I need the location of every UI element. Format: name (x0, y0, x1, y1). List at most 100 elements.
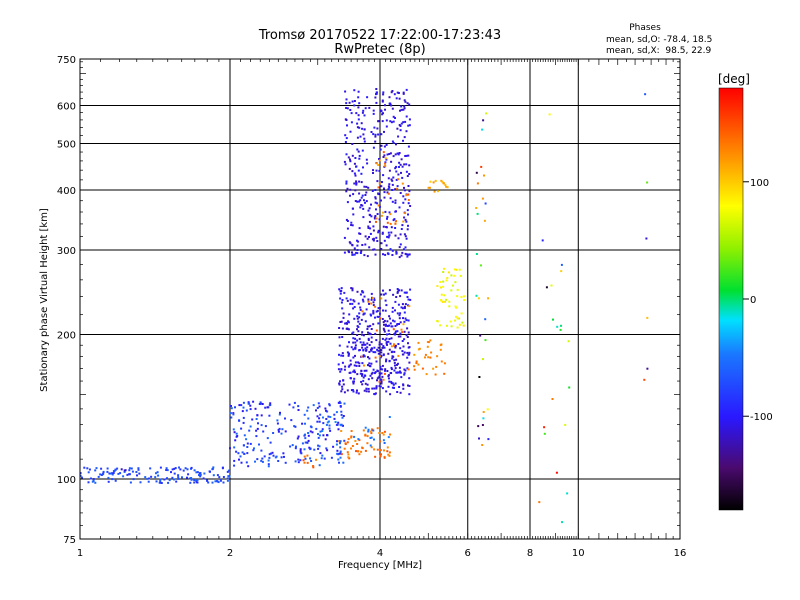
data-point (338, 288, 341, 291)
data-point (374, 316, 376, 319)
data-point (445, 279, 448, 282)
data-point (375, 387, 378, 390)
data-point (364, 107, 367, 110)
data-point (396, 323, 399, 325)
data-point (432, 367, 435, 370)
data-point (196, 471, 199, 474)
data-point (378, 316, 381, 318)
data-point (381, 375, 384, 378)
data-point (387, 385, 390, 388)
data-point (375, 329, 378, 332)
data-point (405, 163, 408, 166)
data-point (397, 303, 400, 306)
data-point (386, 370, 389, 372)
data-point (365, 349, 368, 351)
data-point (378, 182, 381, 185)
data-point (319, 430, 322, 433)
data-point (402, 248, 405, 251)
data-point (361, 373, 364, 376)
data-point (408, 164, 411, 167)
data-point (394, 382, 397, 385)
data-point (445, 298, 448, 301)
data-point (406, 356, 409, 359)
data-point (560, 324, 562, 327)
data-point (351, 170, 354, 173)
data-point (353, 435, 356, 438)
data-point (397, 335, 400, 338)
data-point (390, 104, 393, 107)
data-point (475, 294, 478, 297)
data-point (148, 477, 150, 480)
data-point (303, 461, 306, 464)
data-point (111, 478, 114, 481)
data-point (391, 310, 394, 313)
data-point (392, 115, 395, 118)
data-point (402, 108, 405, 111)
data-point (363, 254, 366, 257)
data-point (383, 430, 386, 433)
data-point (349, 194, 351, 197)
data-point (371, 377, 374, 380)
data-point (407, 304, 410, 307)
data-point (404, 100, 407, 103)
data-point (390, 337, 393, 340)
data-point (400, 105, 403, 108)
data-point (379, 312, 381, 315)
data-point (232, 413, 235, 416)
data-point (437, 190, 439, 193)
data-point (359, 252, 362, 254)
data-point (373, 372, 376, 375)
data-point (401, 353, 404, 356)
data-point (394, 330, 397, 333)
data-point (360, 196, 363, 199)
data-point (341, 307, 344, 310)
data-point (385, 143, 388, 146)
data-point (477, 425, 480, 428)
data-point (451, 284, 454, 287)
data-point (401, 303, 404, 306)
data-point (475, 171, 478, 174)
data-point (344, 322, 347, 325)
data-point (369, 444, 372, 447)
data-point (346, 351, 349, 354)
data-point (401, 340, 404, 342)
data-point (399, 371, 402, 374)
data-point (363, 389, 366, 392)
data-point (373, 299, 376, 301)
data-point (445, 185, 448, 188)
data-point (377, 204, 380, 207)
data-point (390, 121, 393, 124)
data-point (352, 370, 355, 373)
data-point (256, 414, 259, 417)
data-point (388, 211, 391, 214)
data-point (227, 469, 230, 472)
data-point (339, 292, 342, 295)
data-point (382, 211, 385, 214)
data-point (358, 232, 361, 235)
data-point (388, 324, 390, 327)
data-point (380, 372, 383, 375)
data-point (337, 421, 340, 424)
data-point (372, 312, 375, 315)
data-point (448, 300, 451, 303)
data-point (392, 383, 395, 386)
data-point (397, 92, 400, 94)
data-point (319, 413, 322, 416)
data-point (378, 158, 380, 160)
data-point (399, 335, 402, 338)
data-point (353, 364, 356, 367)
data-point (296, 437, 299, 440)
data-point (226, 479, 229, 482)
data-point (343, 447, 346, 450)
data-point (338, 382, 341, 385)
data-point (400, 376, 403, 379)
data-point (349, 371, 352, 374)
data-point (386, 450, 389, 453)
data-point (482, 411, 485, 413)
data-point (335, 411, 338, 414)
data-point (297, 409, 300, 411)
data-point (357, 326, 360, 328)
data-point (388, 348, 391, 351)
data-point (246, 442, 249, 445)
data-point (193, 479, 196, 481)
